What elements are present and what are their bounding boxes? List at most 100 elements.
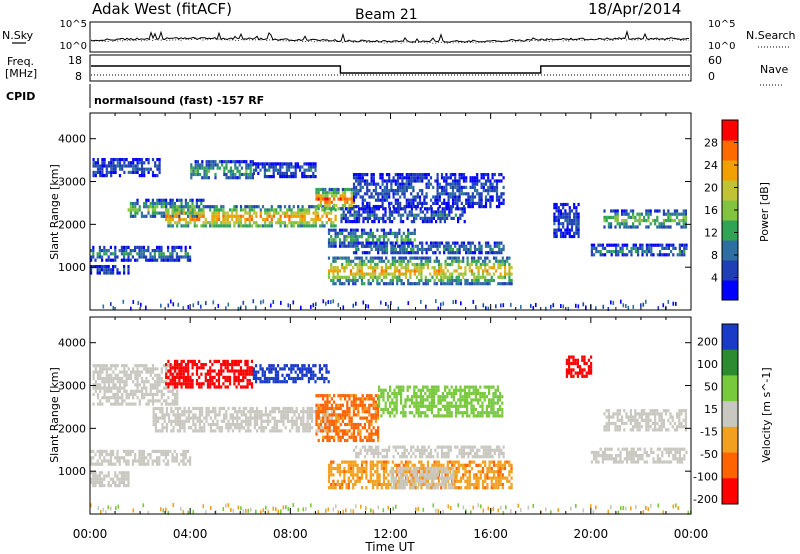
heatmap-cell	[436, 195, 439, 199]
heatmap-cell	[497, 275, 500, 279]
heatmap-cell	[458, 182, 461, 186]
heatmap-cell	[129, 201, 132, 206]
heatmap-cell	[344, 216, 347, 220]
heatmap-cell	[233, 379, 236, 383]
heatmap-cell	[404, 266, 408, 270]
heatmap-cell	[451, 182, 455, 186]
heatmap-cell	[469, 244, 472, 248]
heatmap-cell	[249, 166, 252, 170]
heatmap-cell	[407, 238, 410, 242]
heatmap-cell	[326, 194, 329, 198]
heatmap-cell	[314, 175, 317, 179]
heatmap-cell	[173, 201, 176, 206]
heatmap-cell	[105, 453, 108, 457]
heatmap-cell	[304, 429, 307, 433]
heatmap-cell	[336, 278, 339, 283]
heatmap-cell	[112, 265, 115, 269]
heatmap-cell	[355, 251, 358, 255]
heatmap-cell	[112, 161, 115, 165]
heatmap-cell	[204, 372, 207, 376]
heatmap-cell	[284, 406, 287, 411]
heatmap-cell	[384, 213, 387, 217]
heatmap-cell	[271, 426, 274, 430]
colorbar-segment	[722, 220, 738, 241]
heatmap-cell	[98, 462, 101, 466]
heatmap-cell	[161, 422, 164, 427]
heatmap-cell	[154, 161, 157, 165]
heatmap-cell	[92, 364, 95, 368]
heatmap-cell	[267, 416, 270, 420]
heatmap-cell	[147, 459, 150, 463]
heatmap-cell	[294, 221, 298, 225]
heatmap-cell	[172, 426, 175, 430]
heatmap-cell	[286, 211, 289, 215]
heatmap-cell	[263, 175, 266, 179]
heatmap-cell	[189, 382, 192, 386]
heatmap-cell	[570, 209, 574, 213]
heatmap-cell	[383, 241, 386, 245]
heatmap-cell	[400, 473, 403, 477]
heatmap-cell	[191, 372, 194, 376]
heatmap-cell	[239, 366, 243, 370]
heatmap-cell	[402, 463, 405, 467]
heatmap-cell	[683, 246, 686, 250]
heatmap-cell	[410, 205, 413, 209]
heatmap-cell	[358, 476, 361, 480]
heatmap-cell	[673, 212, 676, 216]
heatmap-cell	[123, 386, 126, 390]
heatmap-cell	[612, 215, 615, 219]
heatmap-cell	[479, 256, 482, 260]
heatmap-cell	[173, 379, 177, 383]
heatmap-cell	[247, 426, 250, 430]
heatmap-cell	[153, 255, 156, 259]
heatmap-cell	[396, 266, 399, 270]
heatmap-cell	[352, 438, 355, 443]
heatmap-cell	[399, 189, 402, 193]
heatmap-cell	[171, 386, 174, 390]
heatmap-cell	[676, 222, 679, 226]
heatmap-cell	[369, 231, 372, 235]
heatmap-cell	[288, 373, 291, 377]
heatmap-cell	[396, 182, 400, 186]
heatmap-cell	[353, 210, 356, 214]
heatmap-cell	[339, 403, 342, 407]
heatmap-cell	[232, 160, 235, 164]
heatmap-cell	[283, 376, 286, 381]
heatmap-cell	[123, 484, 126, 488]
heatmap-cell	[255, 380, 258, 384]
heatmap-cell	[471, 185, 474, 189]
heatmap-cell	[317, 438, 320, 443]
heatmap-cell	[371, 479, 375, 483]
heatmap-cell	[275, 211, 278, 215]
heatmap-cell	[447, 192, 450, 196]
heatmap-cell	[443, 179, 446, 183]
heatmap-cell	[123, 271, 126, 275]
heatmap-cell	[149, 383, 152, 387]
heatmap-cell	[195, 205, 199, 209]
heatmap-cell	[387, 473, 390, 477]
heatmap-cell	[564, 202, 567, 207]
heatmap-cell	[410, 173, 413, 177]
heatmap-cell	[387, 479, 390, 483]
heatmap-cell	[430, 220, 433, 224]
heatmap-cell	[423, 201, 426, 205]
heatmap-cell	[169, 389, 172, 393]
heatmap-cell	[441, 213, 444, 217]
heatmap-cell	[268, 208, 271, 212]
heatmap-cell	[402, 470, 405, 474]
heatmap-cell	[467, 201, 470, 205]
heatmap-cell	[388, 205, 391, 209]
heatmap-cell	[165, 214, 168, 218]
heatmap-cell	[226, 375, 229, 379]
heatmap-cell	[684, 215, 687, 219]
heatmap-cell	[107, 459, 110, 463]
heatmap-cell	[176, 375, 179, 379]
heatmap-cell	[149, 453, 152, 457]
heatmap-cell	[244, 369, 247, 373]
heatmap-cell	[94, 170, 97, 174]
heatmap-cell	[198, 211, 201, 215]
heatmap-cell	[396, 198, 400, 202]
heatmap-cell	[272, 175, 275, 179]
heatmap-cell	[449, 192, 452, 196]
heatmap-cell	[215, 205, 218, 209]
